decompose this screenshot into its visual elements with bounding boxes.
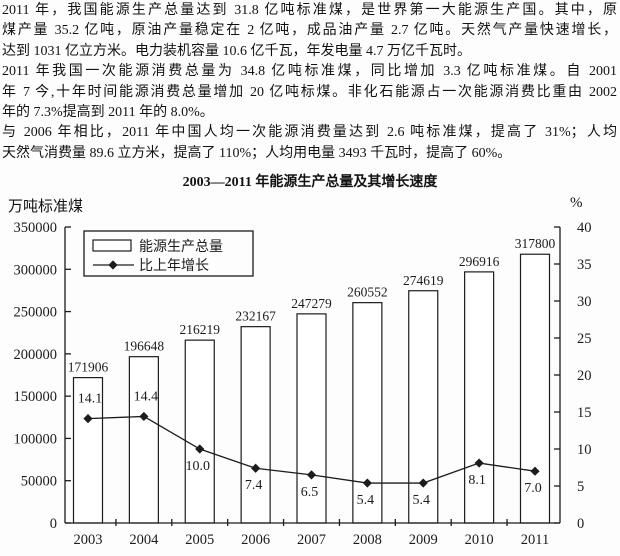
right-axis-unit-label: % <box>570 195 583 211</box>
chart-title: 2003—2011 年能源生产总量及其增长速度 <box>182 175 438 190</box>
diamond-marker-icon <box>83 414 93 424</box>
axes <box>64 226 561 526</box>
svg-text:10.0: 10.0 <box>186 459 211 474</box>
svg-text:2011: 2011 <box>521 532 549 548</box>
svg-text:274619: 274619 <box>403 273 444 288</box>
svg-text:2009: 2009 <box>409 532 438 548</box>
diamond-marker-icon <box>108 260 118 270</box>
svg-text:200000: 200000 <box>14 347 58 363</box>
svg-text:296916: 296916 <box>459 254 500 269</box>
svg-text:171906: 171906 <box>68 360 109 375</box>
text-line: 达到 1031 亿立方米。电力装机容量 10.6 亿千瓦，年发电量 4.7 万亿… <box>2 43 471 59</box>
text-line: 煤产量 35.2 亿吨，原油产量稳定在 2 亿吨，成品油产量 2.7 亿吨。天然… <box>2 23 617 39</box>
svg-text:150000: 150000 <box>14 389 58 405</box>
svg-text:100000: 100000 <box>14 431 58 447</box>
energy-production-chart: 171906 196648 216219 232167 247279 260552 2746… <box>14 220 592 548</box>
diamond-marker-icon <box>306 470 317 480</box>
svg-text:5.4: 5.4 <box>357 493 375 508</box>
diamond-marker-icon <box>362 478 372 488</box>
svg-text:216219: 216219 <box>180 322 221 337</box>
svg-text:5.4: 5.4 <box>413 493 431 508</box>
svg-text:247279: 247279 <box>291 296 332 311</box>
diamond-marker-icon <box>418 478 428 488</box>
svg-text:2004: 2004 <box>129 532 159 548</box>
svg-text:2006: 2006 <box>241 532 270 548</box>
svg-text:35: 35 <box>577 257 592 273</box>
document-text: 2011 年，我国能源生产总量达到 31.8 亿吨标准煤，是世界第一大能源生产国… <box>2 1 617 164</box>
line-series: 14.1 14.4 10.0 7.4 6.5 5.4 5.4 8.1 7.0 <box>78 389 542 508</box>
text-line: 天然气消费量 89.6 立方米，提高了 110%；人均用电量 3493 千瓦时，… <box>2 145 512 161</box>
svg-text:250000: 250000 <box>14 305 58 321</box>
svg-text:300000: 300000 <box>14 262 58 278</box>
svg-text:7.0: 7.0 <box>524 481 542 496</box>
diamond-marker-icon <box>195 444 205 454</box>
svg-text:7.4: 7.4 <box>245 478 263 493</box>
svg-text:20: 20 <box>577 368 592 384</box>
svg-text:0: 0 <box>50 516 57 532</box>
diamond-marker-icon <box>474 458 484 468</box>
svg-text:2010: 2010 <box>465 532 494 548</box>
svg-text:232167: 232167 <box>235 309 276 324</box>
svg-text:15: 15 <box>577 405 592 421</box>
tick-labels: 0 50000 100000 150000 200000 250000 300000 3500… <box>14 220 592 548</box>
diamond-marker-icon <box>530 466 540 476</box>
svg-text:2003: 2003 <box>74 532 103 548</box>
svg-text:14.4: 14.4 <box>134 389 159 404</box>
svg-text:350000: 350000 <box>14 220 58 236</box>
svg-text:317800: 317800 <box>515 236 556 251</box>
svg-text:2005: 2005 <box>185 532 214 548</box>
svg-text:25: 25 <box>577 331 592 347</box>
left-axis-unit-label: 万吨标准煤 <box>8 199 84 215</box>
svg-text:能源生产总量: 能源生产总量 <box>139 239 223 255</box>
svg-text:196648: 196648 <box>124 339 165 354</box>
svg-text:6.5: 6.5 <box>301 485 319 500</box>
svg-text:14.1: 14.1 <box>78 392 103 407</box>
text-line: 年的 7.3%提高到 2011 年的 8.0%。 <box>2 105 214 121</box>
svg-text:0: 0 <box>577 516 584 532</box>
svg-text:5: 5 <box>577 479 584 495</box>
svg-text:30: 30 <box>577 294 592 310</box>
text-line: 2011 年，我国能源生产总量达到 31.8 亿吨标准煤，是世界第一大能源生产国… <box>2 3 617 18</box>
bar-series: 171906 196648 216219 232167 247279 260552 2746… <box>68 236 556 524</box>
text-line: 与 2006 年相比，2011 年中国人均一次能源消费量达到 2.6 吨标准煤，… <box>2 125 617 141</box>
diamond-marker-icon <box>251 463 261 473</box>
svg-text:50000: 50000 <box>21 474 57 490</box>
svg-text:2008: 2008 <box>353 532 382 548</box>
diamond-marker-icon <box>139 411 149 422</box>
svg-text:比上年增长: 比上年增长 <box>139 258 209 274</box>
text-line: 2011 年我国一次能源消费总量为 34.8 亿吨标准煤，同比增加 3.3 亿吨… <box>2 64 617 80</box>
svg-text:10: 10 <box>577 442 592 458</box>
legend-bar-swatch-icon <box>92 239 132 252</box>
svg-text:2007: 2007 <box>297 532 326 548</box>
svg-text:40: 40 <box>577 220 592 236</box>
text-line: 年 7 今,十年时间能源消费总量增加 20 亿吨标煤。非化石能源占一次能源消费比… <box>2 84 617 100</box>
svg-text:260552: 260552 <box>347 285 388 300</box>
svg-text:8.1: 8.1 <box>468 473 486 488</box>
